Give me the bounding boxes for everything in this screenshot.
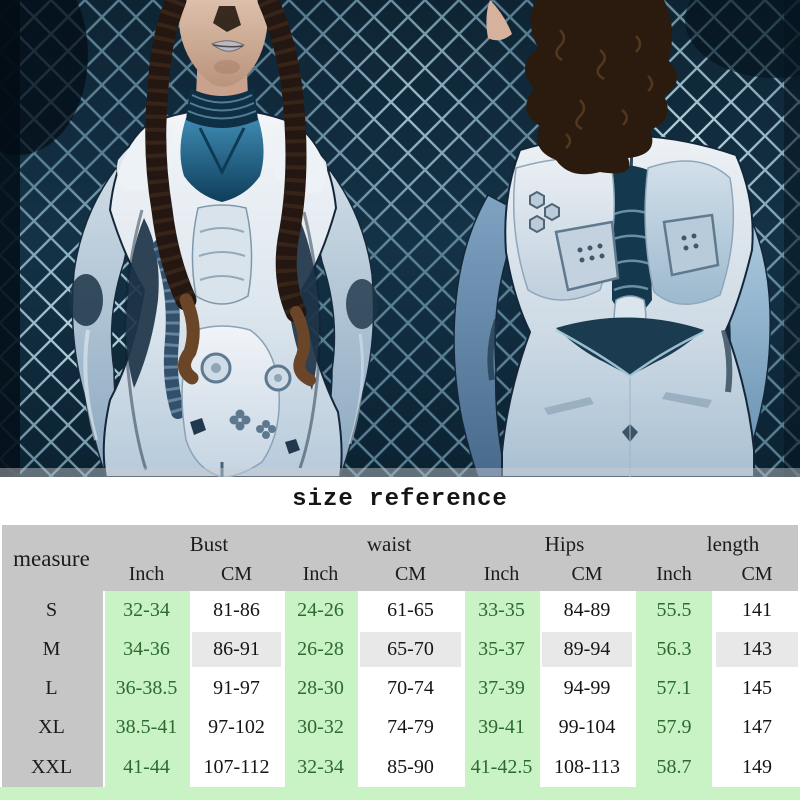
table-cell: 56.3 <box>656 638 692 660</box>
table-cell: 34-36 <box>123 638 170 660</box>
table-cell: 70-74 <box>387 677 434 699</box>
header-sub-waist-cm: CM <box>394 563 427 585</box>
size-column-background <box>2 525 103 787</box>
table-cell: 99-104 <box>558 716 616 738</box>
table-cell: 143 <box>716 632 798 667</box>
bust-inch-column-highlight <box>105 591 190 800</box>
table-cell: 147 <box>742 716 772 738</box>
spine-ribs <box>610 209 652 292</box>
size-label: XL <box>38 716 65 738</box>
table-cell: 89-94 <box>542 632 632 667</box>
title-band: size reference <box>0 477 800 521</box>
table-cell: 86-91 <box>192 632 281 667</box>
waist-inch-column-highlight <box>285 591 358 800</box>
header-sub-length-inch: Inch <box>656 563 692 585</box>
header-sub-length-cm: CM <box>741 563 773 585</box>
header-sub-bust-inch: Inch <box>128 563 165 585</box>
ribbed-collar <box>186 88 258 128</box>
table-cell: 37-39 <box>478 677 525 699</box>
table-cell: 28-30 <box>297 677 344 699</box>
table-cell: 97-102 <box>208 716 265 738</box>
table-cell: 145 <box>742 677 772 699</box>
table-cell: 26-28 <box>297 638 344 660</box>
model-back-figure <box>453 0 771 477</box>
table-cell: 36-38.5 <box>115 677 178 699</box>
table-cell: 58.7 <box>656 755 692 778</box>
length-inch-column-highlight <box>636 591 712 800</box>
header-group-hips: Hips <box>544 532 585 556</box>
size-table-grid: measure Bust waist Hips length Inch CM I… <box>0 521 800 787</box>
table-cell: 149 <box>742 755 772 778</box>
size-label: S <box>45 599 58 621</box>
table-header-band <box>2 525 798 591</box>
size-label: L <box>45 677 58 699</box>
table-cell: 24-26 <box>297 599 344 621</box>
table-cell: 91-97 <box>213 677 260 699</box>
header-sub-waist-inch: Inch <box>302 563 339 585</box>
table-cell: 61-65 <box>387 599 434 621</box>
clover-button-cluster <box>229 409 276 439</box>
table-cell: 32-34 <box>297 755 344 778</box>
robot-nose-marking <box>213 6 241 32</box>
braids <box>145 0 316 386</box>
table-cell: 38.5-41 <box>115 716 178 738</box>
size-label: M <box>42 638 61 660</box>
table-cell: 55.5 <box>656 599 692 621</box>
model-front-figure <box>69 0 378 477</box>
hips-inch-column-highlight <box>465 591 540 800</box>
size-reference-title: size reference <box>292 485 508 513</box>
size-reference-table: measure Bust waist Hips length Inch CM I… <box>0 521 800 800</box>
table-cell: 39-41 <box>478 716 525 738</box>
table-cell: 30-32 <box>297 716 344 738</box>
table-cell: 84-89 <box>563 599 611 621</box>
table-cell: 32-34 <box>123 599 170 621</box>
header-group-length: length <box>706 532 760 556</box>
table-cell: 41-42.5 <box>470 755 533 778</box>
table-cell: 57.1 <box>656 677 692 699</box>
table-cell: 65-70 <box>360 632 461 667</box>
product-photo-illustration <box>0 0 800 477</box>
table-cell: 74-79 <box>387 716 434 738</box>
header-sub-hips-inch: Inch <box>483 563 520 585</box>
size-label: XXL <box>30 755 73 778</box>
table-cell: 41-44 <box>123 755 170 778</box>
table-footer-strip <box>0 787 800 800</box>
table-cell: 33-35 <box>478 599 525 621</box>
table-cell: 35-37 <box>478 638 525 660</box>
header-sub-hips-cm: CM <box>571 563 603 585</box>
table-cell: 85-90 <box>387 755 434 778</box>
table-cell: 57.9 <box>656 716 692 738</box>
table-cell: 141 <box>742 599 772 621</box>
header-group-bust: Bust <box>189 532 229 556</box>
hex-cluster-detail <box>529 190 560 234</box>
table-cell: 81-86 <box>213 599 260 621</box>
table-cell: 94-99 <box>563 677 611 699</box>
measure-header: measure <box>13 546 90 571</box>
header-group-waist: waist <box>366 532 412 556</box>
product-photo <box>0 0 800 477</box>
neck-skin <box>486 0 512 41</box>
table-cell: 108-113 <box>554 755 620 778</box>
header-sub-bust-cm: CM <box>220 563 253 585</box>
table-cell: 107-112 <box>203 755 270 778</box>
